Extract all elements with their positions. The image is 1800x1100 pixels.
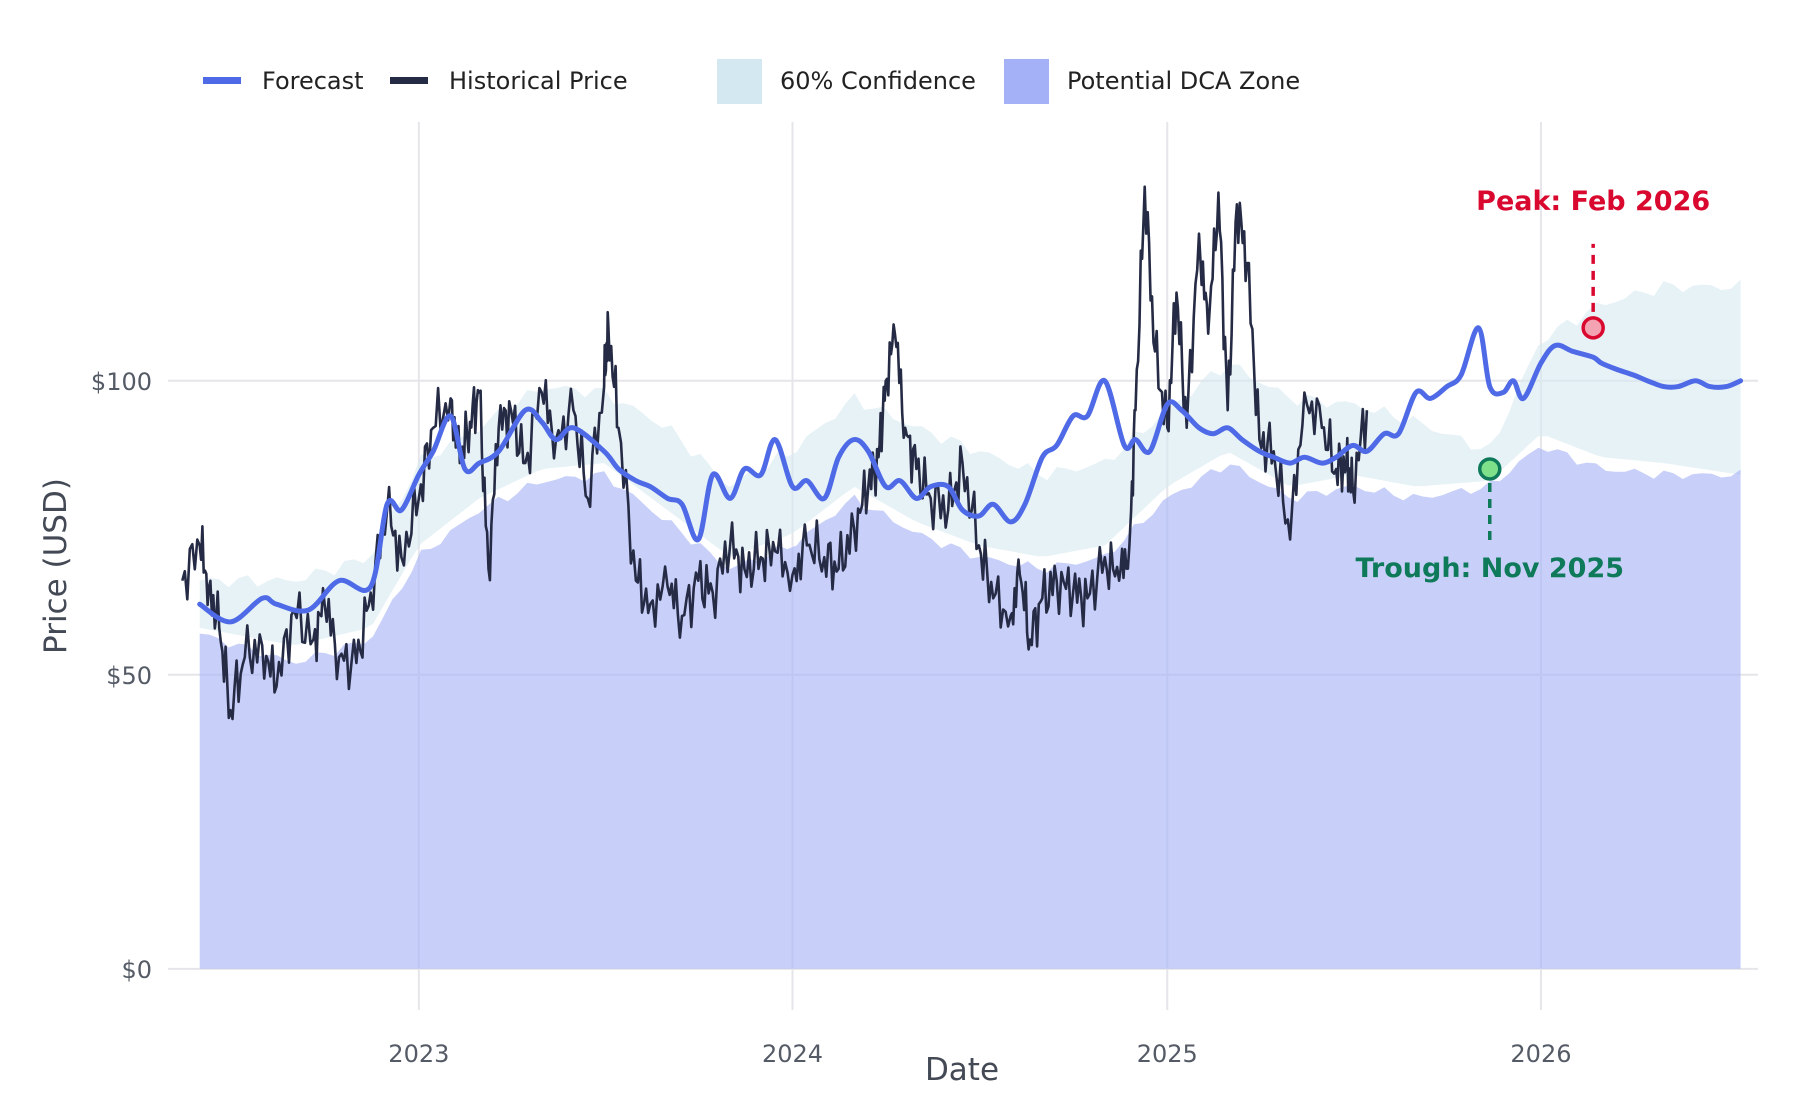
legend-forecast-swatch bbox=[203, 77, 241, 84]
y-tick-label: $100 bbox=[91, 368, 152, 396]
dca-zone-area bbox=[199, 447, 1741, 969]
forecast-line bbox=[197, 325, 1744, 625]
legend-confidence-label: 60% Confidence bbox=[780, 67, 976, 95]
line-layer bbox=[181, 185, 1744, 721]
x-tick-label: 2026 bbox=[1510, 1040, 1571, 1068]
annotation-layer: Peak: Feb 2026 Trough: Nov 2025 bbox=[1355, 186, 1710, 584]
legend-historical-label: Historical Price bbox=[449, 67, 628, 95]
y-tick-label: $0 bbox=[121, 956, 152, 984]
trough-marker bbox=[1478, 457, 1502, 481]
legend-dca-label: Potential DCA Zone bbox=[1067, 67, 1300, 95]
area-layer bbox=[199, 279, 1741, 969]
peak-marker bbox=[1581, 316, 1605, 340]
y-axis-title: Price (USD) bbox=[38, 478, 74, 654]
legend-confidence-swatch bbox=[717, 59, 762, 104]
axis-layer: $0 $50 $100 2023 2024 2025 2026 bbox=[91, 368, 1572, 1068]
legend: Forecast Historical Price 60% Confidence… bbox=[203, 59, 1300, 104]
confidence-band bbox=[199, 279, 1741, 645]
y-tick-label: $50 bbox=[106, 662, 152, 690]
trough-label: Trough: Nov 2025 bbox=[1355, 553, 1624, 584]
legend-dca-swatch bbox=[1004, 59, 1049, 104]
x-tick-label: 2025 bbox=[1137, 1040, 1198, 1068]
x-tick-label: 2024 bbox=[762, 1040, 823, 1068]
legend-forecast-label: Forecast bbox=[262, 67, 364, 95]
historical-price-line bbox=[181, 185, 1369, 721]
x-tick-label: 2023 bbox=[388, 1040, 449, 1068]
x-axis-title: Date bbox=[925, 1052, 999, 1088]
legend-historical-swatch bbox=[390, 77, 428, 84]
peak-label: Peak: Feb 2026 bbox=[1476, 186, 1710, 217]
